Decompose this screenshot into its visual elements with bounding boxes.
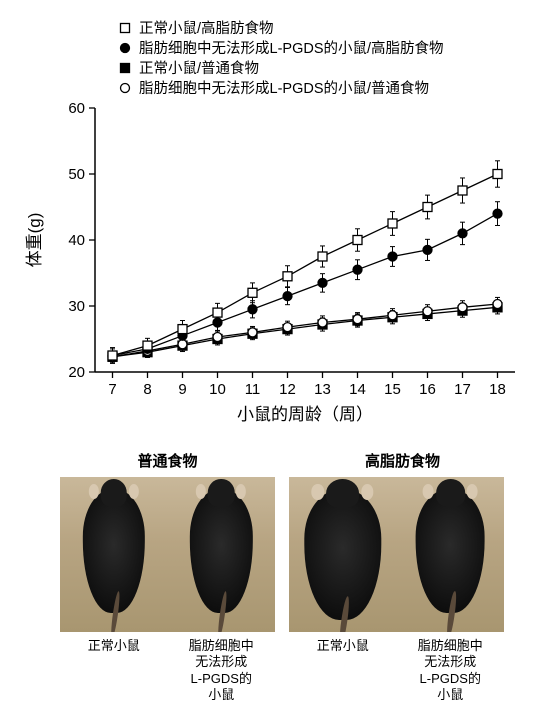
svg-text:小鼠的周龄（周）: 小鼠的周龄（周） <box>237 405 373 424</box>
photo-header-normal-food: 普通食物 <box>60 450 275 471</box>
body-weight-chart: 20 30 40 50 60 7 8 9 10 11 12 13 14 15 16 17 18 小鼠的周龄（周） 体… <box>20 10 530 430</box>
svg-text:14: 14 <box>349 381 366 398</box>
photo-label-normal-2: 正常小鼠 <box>289 638 397 703</box>
mouse-photo-normal-highfat <box>289 477 397 632</box>
mouse-photo-ko-highfat <box>397 477 505 632</box>
svg-text:正常小鼠/普通食物: 正常小鼠/普通食物 <box>139 60 259 77</box>
svg-text:50: 50 <box>68 166 85 183</box>
photo-box-highfat-food <box>289 477 504 632</box>
svg-text:脂肪细胞中无法形成L-PGDS的小鼠/普通食物: 脂肪细胞中无法形成L-PGDS的小鼠/普通食物 <box>139 80 429 97</box>
svg-text:7: 7 <box>108 381 116 398</box>
svg-text:15: 15 <box>384 381 401 398</box>
svg-text:12: 12 <box>279 381 296 398</box>
svg-text:13: 13 <box>314 381 331 398</box>
svg-text:16: 16 <box>419 381 436 398</box>
mouse-photo-normal-normal <box>60 477 168 632</box>
photo-label-ko-2: 脂肪细胞中无法形成L-PGDS的小鼠 <box>397 638 505 703</box>
svg-text:8: 8 <box>143 381 151 398</box>
svg-text:40: 40 <box>68 232 85 249</box>
svg-text:9: 9 <box>178 381 186 398</box>
mouse-photo-ko-normal <box>168 477 276 632</box>
photo-label-ko-1: 脂肪细胞中无法形成L-PGDS的小鼠 <box>168 638 276 703</box>
svg-text:脂肪细胞中无法形成L-PGDS的小鼠/高脂肪食物: 脂肪细胞中无法形成L-PGDS的小鼠/高脂肪食物 <box>139 40 444 57</box>
photo-box-normal-food <box>60 477 275 632</box>
photo-label-normal-1: 正常小鼠 <box>60 638 168 703</box>
photo-header-highfat-food: 高脂肪食物 <box>295 450 510 471</box>
svg-text:体重(g): 体重(g) <box>25 213 44 268</box>
svg-text:11: 11 <box>245 381 261 398</box>
svg-text:20: 20 <box>68 364 85 381</box>
svg-text:60: 60 <box>68 100 85 117</box>
svg-text:17: 17 <box>454 381 471 398</box>
svg-text:正常小鼠/高脂肪食物: 正常小鼠/高脂肪食物 <box>139 20 274 37</box>
svg-text:10: 10 <box>209 381 226 398</box>
svg-text:18: 18 <box>489 381 506 398</box>
mouse-photo-section: 普通食物 高脂肪食物 正常小鼠 脂肪细胞中无法形成L-PGDS的小鼠 正常小鼠 <box>60 450 510 703</box>
svg-text:30: 30 <box>68 298 85 315</box>
